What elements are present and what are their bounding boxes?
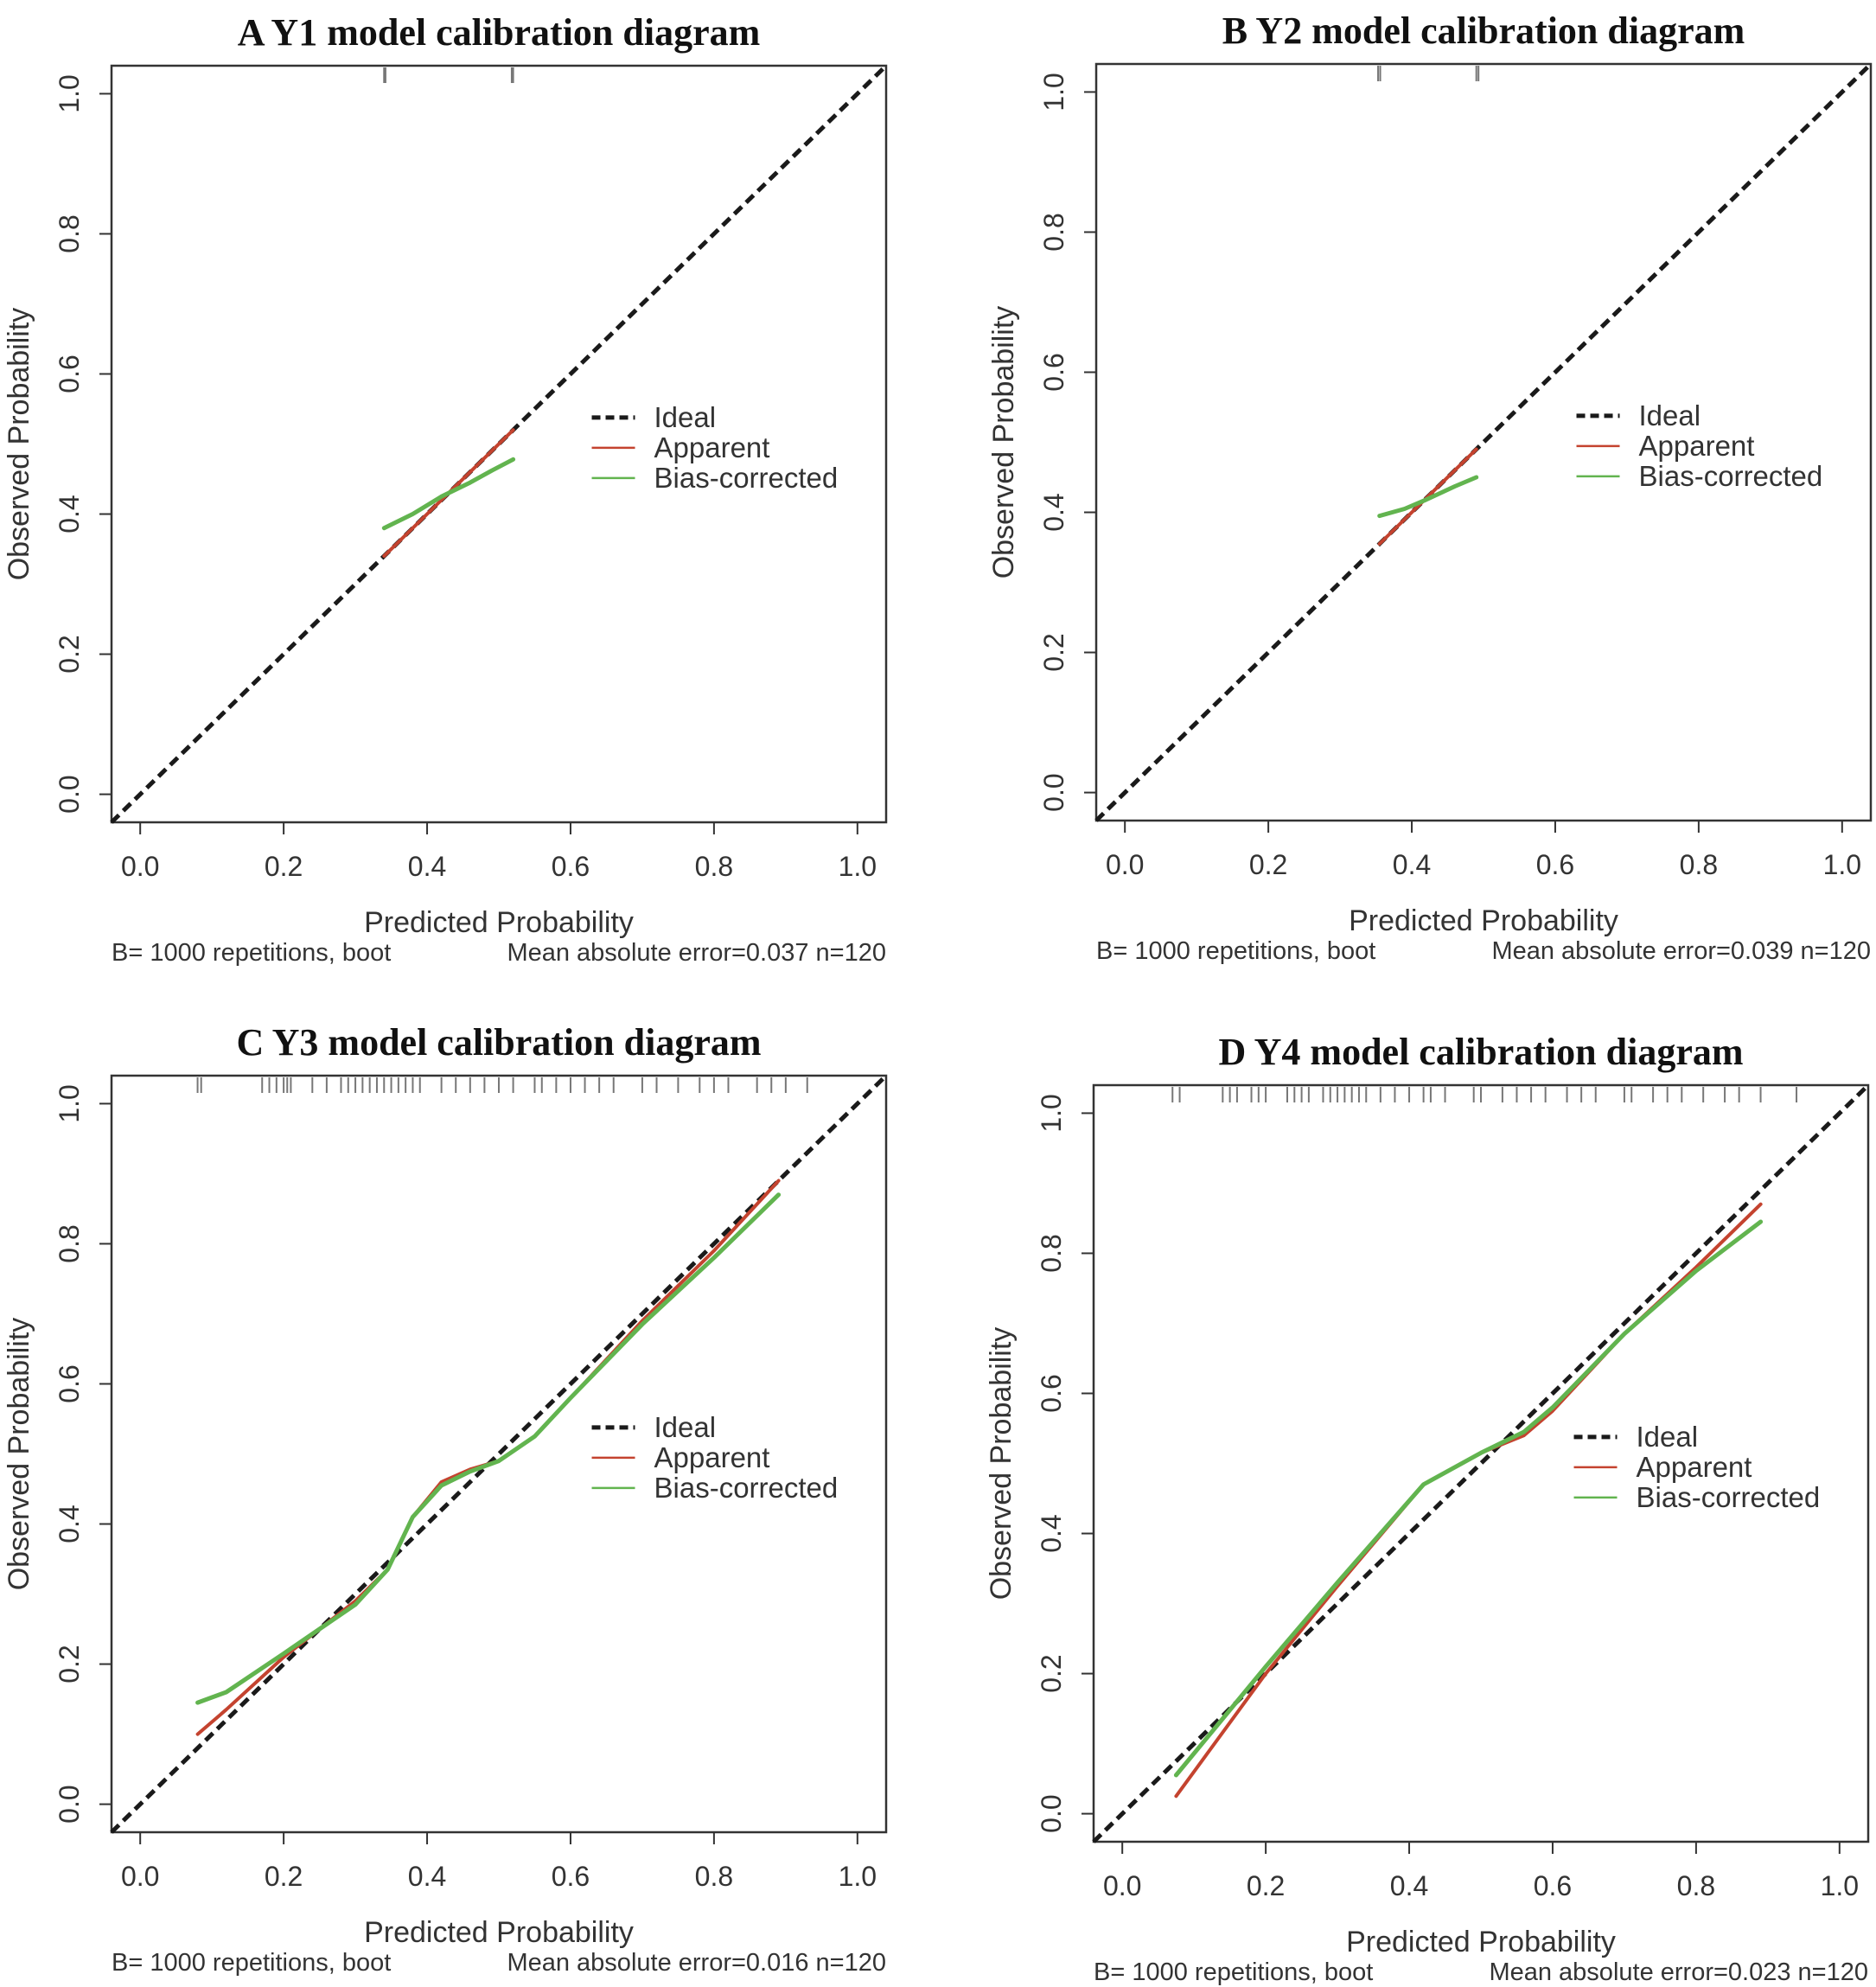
x-tick-label: 0.8 (1677, 1870, 1715, 1901)
legend-label: Bias-corrected (1637, 1481, 1821, 1513)
y-tick-label: 0.0 (1038, 773, 1069, 811)
subtitle-right: Mean absolute error=0.023 n=120 (1489, 1958, 1868, 1986)
y-tick-label: 0.4 (54, 495, 85, 533)
x-tick-label: 0.2 (265, 1861, 303, 1892)
x-tick-label: 0.6 (1534, 1870, 1572, 1901)
x-tick-label: 0.4 (1390, 1870, 1428, 1901)
series-line-ideal (1092, 1083, 1870, 1843)
y-tick-label: 0.4 (54, 1505, 85, 1543)
y-tick-label: 0.2 (54, 1645, 85, 1683)
subtitle-left: B= 1000 repetitions, boot (112, 1949, 391, 1977)
y-tick-label: 0.0 (1036, 1794, 1067, 1832)
calibration-chart-b: B Y2 model calibration diagram 0.0 0.0 0.2 0… (987, 10, 1873, 965)
x-tick-label: 0.8 (695, 851, 733, 882)
x-tick-label: 0.6 (552, 1861, 590, 1892)
y-tick-label: 1.0 (1036, 1094, 1067, 1132)
x-tick-label: 0.2 (1247, 1870, 1285, 1901)
y-tick-label: 0.8 (54, 214, 85, 252)
y-axis-label: Observed Probability (985, 1327, 1018, 1600)
subtitle-left: B= 1000 repetitions, boot (1094, 1958, 1373, 1986)
legend-label: Bias-corrected (654, 1472, 839, 1504)
legend-label: Bias-corrected (654, 462, 839, 494)
series-line-bias-corrected (1173, 1219, 1764, 1778)
calibration-chart-a: A Y1 model calibration diagram 0.0 0.0 0.2 0… (3, 11, 888, 967)
chart-title: B Y2 model calibration diagram (1222, 10, 1745, 52)
y-axis-label: Observed Probability (987, 306, 1020, 579)
y-tick-label: 0.6 (1038, 353, 1069, 391)
y-tick-label: 0.2 (1038, 633, 1069, 671)
series-line-ideal (1094, 62, 1873, 822)
chart-title: A Y1 model calibration diagram (238, 11, 761, 54)
y-tick-label: 1.0 (1038, 73, 1069, 111)
y-tick-label: 0.2 (54, 635, 85, 673)
x-tick-label: 0.0 (121, 1861, 159, 1892)
chart-title: D Y4 model calibration diagram (1219, 1031, 1744, 1073)
x-tick-label: 0.8 (695, 1861, 733, 1892)
legend-label: Ideal (1637, 1421, 1699, 1453)
x-tick-label: 0.0 (1103, 1870, 1141, 1901)
y-tick-label: 0.0 (54, 775, 85, 813)
legend-label: Apparent (1637, 1451, 1752, 1483)
y-tick-label: 0.0 (54, 1785, 85, 1823)
legend-label: Apparent (654, 1441, 770, 1473)
x-tick-label: 0.2 (265, 851, 303, 882)
y-tick-label: 0.6 (54, 355, 85, 393)
legend-label: Ideal (654, 401, 717, 433)
x-axis-label: Predicted Probability (1349, 904, 1618, 937)
series-line-bias-corrected (381, 457, 516, 531)
x-tick-label: 0.4 (1393, 849, 1431, 880)
y-axis-label: Observed Probability (3, 1318, 35, 1591)
x-axis-label: Predicted Probability (1346, 1926, 1616, 1958)
x-tick-label: 1.0 (839, 851, 877, 882)
plot-frame (1092, 1083, 1870, 1843)
x-axis-label: Predicted Probability (364, 1916, 634, 1949)
x-tick-label: 0.6 (552, 851, 590, 882)
x-tick-label: 0.4 (408, 1861, 446, 1892)
series-line-bias-corrected (1377, 475, 1479, 519)
legend-label: Ideal (1639, 399, 1701, 431)
y-tick-label: 1.0 (54, 1084, 85, 1122)
subtitle-left: B= 1000 repetitions, boot (112, 939, 391, 967)
plot-frame (1094, 62, 1873, 822)
subtitle-left: B= 1000 repetitions, boot (1096, 937, 1375, 965)
x-tick-label: 0.0 (121, 851, 159, 882)
y-tick-label: 0.4 (1038, 493, 1069, 531)
legend-label: Ideal (654, 1411, 717, 1443)
subtitle-right: Mean absolute error=0.037 n=120 (507, 939, 886, 967)
y-tick-label: 0.6 (54, 1364, 85, 1402)
subtitle-right: Mean absolute error=0.016 n=120 (507, 1949, 886, 1977)
y-tick-label: 0.4 (1036, 1514, 1067, 1552)
y-tick-label: 0.2 (1036, 1654, 1067, 1692)
x-tick-label: 0.6 (1536, 849, 1574, 880)
plot-frame (110, 1074, 888, 1834)
legend-label: Apparent (1639, 430, 1755, 462)
legend-label: Apparent (654, 431, 770, 463)
x-tick-label: 1.0 (1821, 1870, 1859, 1901)
y-axis-label: Observed Probability (3, 308, 35, 581)
y-tick-label: 0.8 (54, 1224, 85, 1262)
x-tick-label: 1.0 (1823, 849, 1861, 880)
calibration-chart-d: D Y4 model calibration diagram 0.0 0.0 0.2 0… (985, 1031, 1870, 1986)
plot-frame (110, 64, 888, 824)
y-tick-label: 0.8 (1038, 213, 1069, 251)
subtitle-right: Mean absolute error=0.039 n=120 (1491, 937, 1871, 965)
x-tick-label: 0.4 (408, 851, 446, 882)
x-axis-label: Predicted Probability (364, 906, 634, 939)
y-tick-label: 1.0 (54, 74, 85, 112)
x-tick-label: 0.8 (1680, 849, 1718, 880)
x-tick-label: 0.0 (1106, 849, 1144, 880)
y-tick-label: 0.6 (1036, 1374, 1067, 1412)
chart-title: C Y3 model calibration diagram (237, 1021, 762, 1064)
x-tick-label: 1.0 (839, 1861, 877, 1892)
series-line-bias-corrected (195, 1192, 782, 1705)
y-tick-label: 0.8 (1036, 1234, 1067, 1272)
calibration-chart-c: C Y3 model calibration diagram 0.0 0.0 0.2 0… (3, 1021, 888, 1977)
legend-label: Bias-corrected (1639, 460, 1823, 492)
x-tick-label: 0.2 (1249, 849, 1287, 880)
